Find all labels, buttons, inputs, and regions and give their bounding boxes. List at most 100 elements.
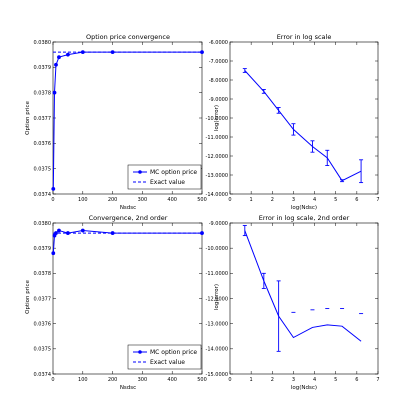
legend: MC option price Exact value	[127, 164, 202, 190]
legend-mc-marker	[138, 170, 142, 174]
x-tick-label: 0	[51, 197, 54, 203]
mc-price-point	[51, 187, 56, 191]
mc-price-point	[66, 52, 70, 57]
x-tick-label: 100	[78, 377, 88, 383]
y-axis-label: Option price	[25, 279, 31, 313]
chart-title: Error in log scale	[277, 33, 332, 41]
plot-area: 0 100 200 300 400 500 0.0374 0.0375 0.0376 0.0377…	[34, 221, 207, 383]
x-tick-label: 7	[376, 377, 379, 383]
log-error-line	[244, 70, 362, 182]
x-tick-label: 2	[271, 197, 274, 203]
chart-error-in-log-scale: Error in log scale 0 1 2 3 4 5 6 7 -14.0000 -13.0…	[206, 33, 380, 211]
plot-area: 0 1 2 3 4 5 6 7 -15.0000 -14.0000 -13.0000 -12.0000…	[206, 221, 380, 383]
x-tick-label: 0	[228, 377, 231, 383]
y-tick-label: -14.0000	[206, 347, 228, 353]
chart-title: Option price convergence	[86, 33, 170, 41]
x-tick-label: 3	[292, 377, 295, 383]
chart-convergence-2nd-order: Convergence, 2nd order 0 100 200 300 400 5000…	[25, 214, 207, 391]
y-tick-label: -7.0000	[209, 59, 228, 65]
x-tick-label: 200	[108, 377, 118, 383]
x-tick-label: 5	[334, 197, 337, 203]
y-tick-label: -10.0000	[206, 246, 228, 252]
y-tick-label: 0.0377	[34, 296, 52, 302]
mc-price-point	[110, 50, 115, 55]
plot-area: 0 1 2 3 4 5 6 7 -14.0000 -13.0000 -12.0000 -11.0000…	[206, 40, 380, 203]
x-tick-label: 400	[167, 377, 177, 383]
mc-price-point	[52, 90, 57, 95]
plot-frame	[229, 222, 379, 375]
y-tick-label: 0.0376	[34, 321, 52, 327]
x-tick-label: 100	[78, 197, 88, 203]
x-tick-label: 6	[355, 197, 358, 203]
x-tick-label: 200	[108, 197, 118, 203]
mc-price-line	[52, 51, 202, 189]
y-tick-label: 0.0380	[34, 221, 52, 227]
x-tick-label: 2	[271, 377, 274, 383]
legend-box	[127, 344, 202, 370]
y-tick-label: 0.0375	[34, 347, 52, 353]
x-tick-label: 500	[197, 197, 207, 203]
x-axis-label: Nsdsc	[120, 205, 136, 211]
y-tick-label: -14.0000	[206, 192, 228, 198]
y-axis-label: log(error)	[214, 284, 220, 310]
x-tick-label: 300	[138, 377, 148, 383]
mc-price-point	[54, 62, 58, 67]
mc-price-point	[80, 228, 85, 233]
mc-price-point	[200, 231, 204, 235]
y-axis-label: Option price	[25, 100, 31, 134]
y-tick-label: 0.0379	[34, 65, 52, 71]
legend: MC option price Exact value	[127, 344, 202, 370]
y-tick-label: -10.0000	[206, 116, 228, 122]
x-axis-label: Nsdsc	[120, 385, 136, 391]
plot-area: 0 100 200 300 400 500 0.0374 0.0375 0.0376 0.0377…	[34, 40, 207, 203]
x-tick-label: 3	[292, 197, 295, 203]
y-tick-label: 0.0374	[34, 372, 52, 378]
chart-title: Convergence, 2nd order	[89, 214, 168, 222]
legend-exact-label: Exact value	[150, 359, 185, 366]
y-tick-label: 0.0375	[34, 166, 52, 172]
x-tick-label: 4	[313, 377, 316, 383]
y-tick-label: -15.0000	[206, 372, 228, 378]
x-tick-label: 500	[197, 377, 207, 383]
y-tick-label: 0.0378	[34, 271, 52, 277]
y-tick-label: -9.0000	[209, 97, 228, 103]
y-tick-label: -8.0000	[209, 78, 228, 84]
y-tick-label: 0.0380	[34, 40, 52, 46]
x-tick-label: 1	[250, 197, 253, 203]
x-tick-label: 1	[250, 377, 253, 383]
mc-price-point	[110, 231, 115, 235]
plot-frame	[229, 41, 379, 195]
x-tick-label: 400	[167, 197, 177, 203]
mc-price-point	[57, 228, 61, 233]
y-tick-label: 0.0378	[34, 90, 52, 96]
y-tick-label: -11.0000	[206, 135, 228, 141]
chart-error-in-log-scale-2nd-order: Error in log scale, 2nd order 0 1 2 3 4 5 6 7 -1…	[206, 214, 380, 391]
x-tick-label: 5	[334, 377, 337, 383]
chart-option-price-convergence: Option price convergence 0 100 200 300 400 50…	[25, 33, 207, 211]
y-axis-label: log(error)	[214, 105, 220, 131]
legend-mc-label: MC option price	[150, 349, 197, 356]
y-tick-label: -13.0000	[206, 173, 228, 179]
y-tick-label: 0.0374	[34, 192, 52, 198]
log-error-line	[244, 230, 362, 342]
x-axis-label: log(Ndsc)	[291, 385, 317, 391]
x-axis-label: log(Ndsc)	[291, 205, 317, 211]
y-tick-label: -6.0000	[209, 40, 228, 46]
y-tick-label: -12.0000	[206, 154, 228, 160]
x-tick-label: 4	[313, 197, 316, 203]
y-tick-label: -9.0000	[209, 221, 228, 227]
mc-price-point	[80, 50, 85, 55]
mc-price-point	[66, 231, 70, 235]
y-tick-label: -11.0000	[206, 271, 228, 277]
mc-price-line	[52, 229, 202, 254]
y-tick-label: -12.0000	[206, 296, 228, 302]
legend-mc-label: MC option price	[150, 169, 197, 176]
x-tick-label: 0	[51, 377, 54, 383]
y-tick-label: -13.0000	[206, 321, 228, 327]
x-tick-label: 300	[138, 197, 148, 203]
mc-price-point	[51, 251, 56, 256]
legend-exact-label: Exact value	[150, 179, 185, 186]
y-tick-label: 0.0377	[34, 116, 52, 122]
x-tick-label: 0	[228, 197, 231, 203]
